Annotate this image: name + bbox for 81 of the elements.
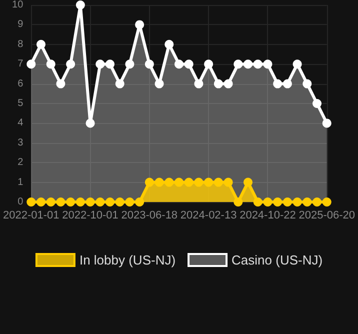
point (244, 60, 253, 69)
y-tick-label: 7 (18, 58, 24, 70)
y-tick-label: 3 (18, 137, 24, 148)
point (194, 178, 204, 187)
x-tick-label: 2025-06-20 (298, 210, 356, 222)
point (273, 198, 282, 206)
point (184, 60, 194, 69)
point (312, 99, 322, 108)
point (96, 198, 105, 206)
point (125, 198, 134, 206)
point (66, 60, 76, 69)
point (56, 79, 66, 88)
point (234, 198, 243, 206)
point (224, 178, 233, 187)
point (282, 198, 292, 206)
point (96, 60, 105, 69)
x-tick-label: 2022-01-01 (2, 210, 60, 222)
point (263, 60, 272, 69)
y-tick-label: 5 (18, 98, 24, 109)
point (174, 60, 184, 69)
point (36, 40, 46, 49)
point (263, 198, 272, 206)
point (154, 178, 164, 187)
point (46, 60, 56, 69)
point (224, 79, 233, 88)
point (164, 178, 174, 187)
point (273, 79, 282, 88)
point (76, 0, 85, 10)
point (253, 198, 262, 206)
x-tick-label: 2024-02-13 (180, 210, 237, 222)
point (194, 79, 204, 88)
point (135, 198, 144, 206)
point (312, 198, 322, 206)
point (46, 198, 56, 206)
point (106, 198, 114, 206)
point (66, 198, 76, 206)
point (184, 178, 194, 187)
y-tick-label: 2 (18, 157, 24, 168)
point (106, 60, 114, 69)
point (144, 60, 154, 69)
point (302, 198, 312, 206)
y-tick-label: 10 (12, 0, 24, 10)
point (174, 178, 184, 187)
legend-label: In lobby (US-NJ) (79, 252, 176, 268)
point (135, 20, 144, 30)
point (26, 198, 36, 206)
y-tick-label: 9 (18, 19, 24, 30)
y-tick-label: 8 (18, 38, 24, 50)
point (322, 198, 332, 206)
point (154, 79, 164, 88)
point (36, 198, 46, 206)
point (144, 178, 154, 187)
point (253, 60, 262, 69)
y-tick-label: 4 (18, 118, 24, 129)
point (214, 79, 223, 88)
point (322, 118, 332, 128)
y-tick-label: 1 (18, 176, 24, 188)
point (86, 198, 95, 206)
point (86, 118, 95, 128)
point (214, 178, 223, 187)
point (292, 60, 302, 69)
point (244, 178, 253, 187)
point (26, 60, 36, 69)
x-tick-label: 2022-10-01 (62, 210, 118, 222)
x-tick-label: 2024-10-22 (240, 210, 296, 222)
point (234, 60, 243, 69)
legend-label: Casino (US-NJ) (232, 252, 323, 268)
point (302, 79, 312, 88)
point (204, 60, 214, 69)
point (115, 79, 124, 88)
point (282, 79, 292, 88)
point (204, 178, 214, 187)
y-tick-label: 6 (18, 78, 24, 90)
point (164, 40, 174, 49)
point (292, 198, 302, 206)
point (76, 198, 85, 206)
point (125, 60, 134, 69)
x-tick-label: 2023-06-18 (121, 210, 178, 222)
y-tick-label: 0 (18, 196, 24, 208)
point (115, 198, 124, 206)
point (56, 198, 66, 206)
